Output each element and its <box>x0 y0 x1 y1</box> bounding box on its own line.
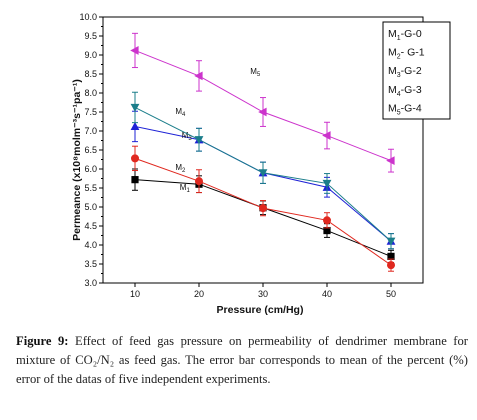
caption-text: Effect of feed gas pressure on permeabil… <box>16 334 468 386</box>
series-m5: M5 <box>130 32 395 173</box>
x-tick-label: 30 <box>258 289 268 299</box>
data-point <box>130 103 140 113</box>
data-point <box>386 156 395 166</box>
data-point <box>387 252 395 260</box>
legend-entry: M2- G-1 <box>388 47 425 61</box>
series-line <box>134 179 392 257</box>
data-point <box>195 177 203 186</box>
legend: M1-G-0 M2- G-1 M3-G-2 M4-G-3 M5-G-4 <box>382 21 451 120</box>
y-tick-label: 6.0 <box>84 164 97 174</box>
legend-entry: M4-G-3 <box>388 84 422 98</box>
data-point <box>131 176 139 184</box>
y-tick-label: 9.0 <box>84 50 97 60</box>
data-point <box>130 121 140 131</box>
y-tick-label: 8.0 <box>84 88 97 98</box>
legend-box <box>382 21 451 120</box>
data-point <box>131 154 139 163</box>
data-point <box>194 71 203 81</box>
y-tick-label: 10.0 <box>79 12 97 22</box>
y-axis-label: Permeance (x10⁸molm⁻³s⁻¹pa⁻¹) <box>71 79 83 241</box>
data-point <box>323 226 331 235</box>
data-point <box>322 131 331 140</box>
data-point <box>130 46 139 55</box>
x-axis-label: Pressure (cm/Hg) <box>217 304 304 316</box>
data-point <box>323 216 331 225</box>
series-m2: M2 <box>131 145 395 272</box>
series-label: M2 <box>175 163 186 174</box>
y-tick-label: 9.5 <box>84 31 97 41</box>
y-tick-label: 4.5 <box>84 221 97 231</box>
x-tick-label: 40 <box>322 289 332 299</box>
legend-entry: M5-G-4 <box>388 102 422 116</box>
data-point <box>259 204 267 213</box>
y-tick-label: 7.0 <box>84 126 97 136</box>
y-tick-label: 3.5 <box>84 259 97 269</box>
x-tick-label: 10 <box>130 289 140 299</box>
x-tick-label: 50 <box>386 289 396 299</box>
series-label: M4 <box>175 107 186 118</box>
series-label: M5 <box>250 67 261 78</box>
data-point <box>258 107 267 117</box>
series-label: M1 <box>180 183 191 194</box>
y-tick-label: 8.5 <box>84 69 97 79</box>
data-point <box>386 237 396 246</box>
data-point <box>387 261 395 270</box>
figure-caption: Figure 9: Effect of feed gas pressure on… <box>16 332 468 389</box>
y-axis: 3.0 3.5 4.0 4.5 5.0 5.5 6.0 6.5 7.0 7.5 8.0 8.5 9.0 9… <box>79 12 103 288</box>
caption-label: Figure 9: <box>16 334 69 348</box>
y-tick-label: 4.0 <box>84 240 97 250</box>
y-tick-label: 7.5 <box>84 107 97 117</box>
x-axis: 10 20 30 40 50 <box>130 283 396 299</box>
permeance-chart: 3.0 3.5 4.0 4.5 5.0 5.5 6.0 6.5 7.0 7.5 8.0 8.5 9.0 9… <box>71 12 451 316</box>
series-layer: M1 M2 M3 M4 M5 <box>130 32 396 272</box>
y-tick-label: 5.5 <box>84 183 97 193</box>
y-tick-label: 3.0 <box>84 278 97 288</box>
legend-entry: M1-G-0 <box>388 28 422 42</box>
y-tick-label: 6.5 <box>84 145 97 155</box>
data-point <box>194 136 204 145</box>
legend-entry: M3-G-2 <box>388 65 422 79</box>
series-label: M3 <box>182 131 193 142</box>
data-point <box>258 169 268 178</box>
series-m4: M4 <box>130 91 396 250</box>
data-point <box>322 179 332 189</box>
y-tick-label: 5.0 <box>84 202 97 212</box>
x-tick-label: 20 <box>194 289 204 299</box>
